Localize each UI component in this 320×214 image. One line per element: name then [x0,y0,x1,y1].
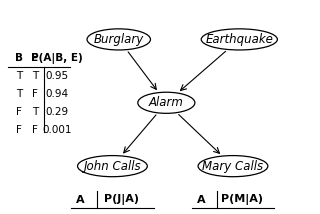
Text: Alarm: Alarm [149,96,184,109]
Text: 0.95: 0.95 [45,71,68,81]
Text: T: T [32,107,38,117]
Text: F: F [16,107,22,117]
Text: A: A [197,195,205,205]
Ellipse shape [201,29,277,50]
Text: 0.94: 0.94 [45,89,68,99]
Text: P(M|A): P(M|A) [221,195,263,205]
Text: Earthquake: Earthquake [205,33,273,46]
Text: Mary Calls: Mary Calls [202,160,264,173]
Text: T: T [32,71,38,81]
Text: F: F [16,125,22,135]
Text: F: F [32,89,38,99]
Text: 0.29: 0.29 [45,107,68,117]
Text: T: T [16,71,22,81]
Text: P(A|B, E): P(A|B, E) [31,53,83,64]
Ellipse shape [77,156,147,177]
Text: F: F [32,125,38,135]
Text: E: E [31,54,38,63]
Text: 0.001: 0.001 [42,125,72,135]
Text: A: A [76,195,85,205]
Text: T: T [16,89,22,99]
Text: Burglary: Burglary [94,33,144,46]
Text: P(J|A): P(J|A) [104,195,140,205]
Ellipse shape [198,156,268,177]
Ellipse shape [87,29,150,50]
Text: B: B [15,54,23,63]
Text: John Calls: John Calls [84,160,141,173]
Ellipse shape [138,92,195,113]
